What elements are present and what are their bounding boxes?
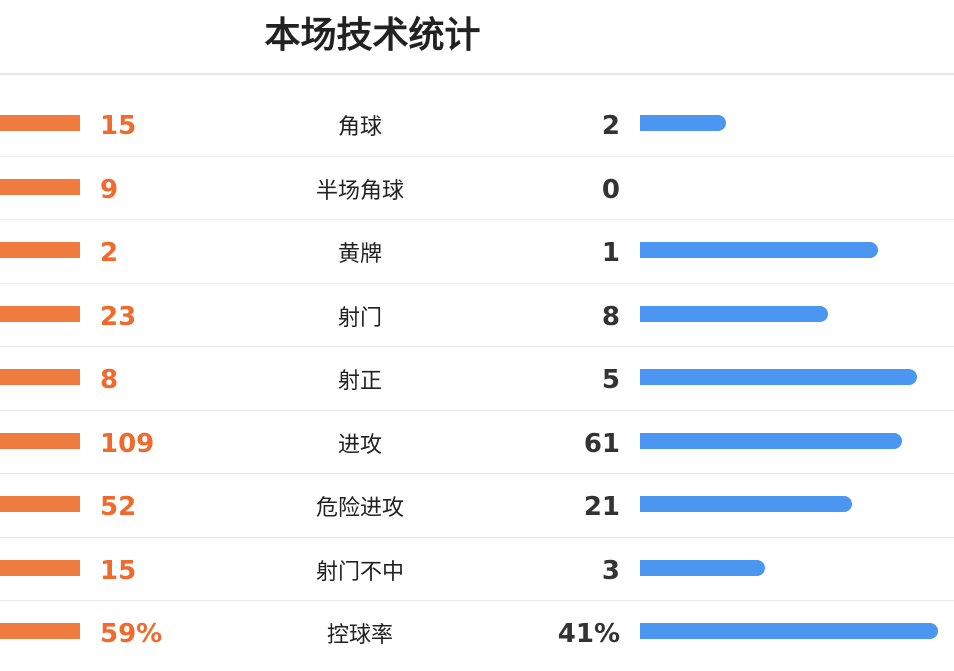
stat-row-shots-off-target: 15 射门不中 3	[0, 538, 954, 602]
away-value: 3	[601, 555, 620, 586]
stat-row-attacks: 109 进攻 61	[0, 411, 954, 475]
away-value: 8	[601, 301, 620, 332]
stat-row-dangerous-attacks: 52 危险进攻 21	[0, 474, 954, 538]
home-bar	[0, 559, 80, 576]
stat-row-half-corners: 9 半场角球 0	[0, 157, 954, 221]
home-value: 8	[100, 365, 119, 395]
away-bar	[640, 623, 938, 639]
home-value: 23	[100, 301, 137, 332]
stat-label: 射正	[337, 369, 382, 394]
away-bar	[640, 559, 765, 576]
away-bar	[640, 305, 828, 322]
home-bar	[0, 305, 80, 322]
home-value: 109	[100, 428, 155, 459]
away-value: 2	[601, 111, 620, 141]
home-value: 59%	[100, 619, 163, 649]
away-value: 21	[583, 492, 620, 522]
away-bar	[640, 242, 878, 258]
stat-label: 射门	[337, 305, 382, 331]
home-bar	[0, 623, 80, 639]
stat-row-possession: 59% 控球率 41%	[0, 601, 954, 665]
stat-row-corners: 15 角球 2	[0, 93, 954, 157]
stat-label: 半场角球	[315, 178, 404, 204]
home-value: 52	[100, 492, 137, 522]
home-bar	[0, 369, 80, 385]
home-bar	[0, 432, 80, 449]
stat-row-shots-on-target: 8 射正 5	[0, 347, 954, 411]
home-bar	[0, 178, 80, 195]
home-bar	[0, 496, 80, 512]
stat-label: 控球率	[326, 623, 393, 648]
away-value: 5	[601, 365, 620, 395]
stat-label: 进攻	[337, 432, 382, 458]
stat-label: 角球	[337, 115, 382, 140]
stat-row-yellow-cards: 2 黄牌 1	[0, 220, 954, 284]
home-value: 2	[100, 238, 119, 268]
away-bar	[640, 432, 902, 449]
stat-label: 黄牌	[337, 242, 382, 267]
home-value: 15	[100, 555, 137, 586]
away-value: 41%	[557, 619, 620, 649]
home-value: 15	[100, 111, 137, 141]
stat-row-shots: 23 射门 8	[0, 284, 954, 348]
away-bar	[640, 496, 852, 512]
home-value: 9	[100, 174, 119, 205]
home-bar	[0, 242, 80, 258]
away-bar	[640, 115, 726, 131]
away-bar	[640, 369, 917, 385]
home-bar	[0, 115, 80, 131]
away-value: 0	[601, 174, 620, 205]
away-value: 61	[583, 428, 620, 459]
stat-label: 射门不中	[315, 559, 404, 585]
away-value: 1	[601, 238, 620, 268]
stats-list: 15 角球 2 9 半场角球 0 2 黄牌 1 23 射门 8 8 射正 5 1…	[0, 93, 954, 665]
stat-label: 危险进攻	[315, 496, 404, 521]
page-title: 本场技术统计	[264, 15, 481, 56]
title-divider	[0, 73, 954, 75]
